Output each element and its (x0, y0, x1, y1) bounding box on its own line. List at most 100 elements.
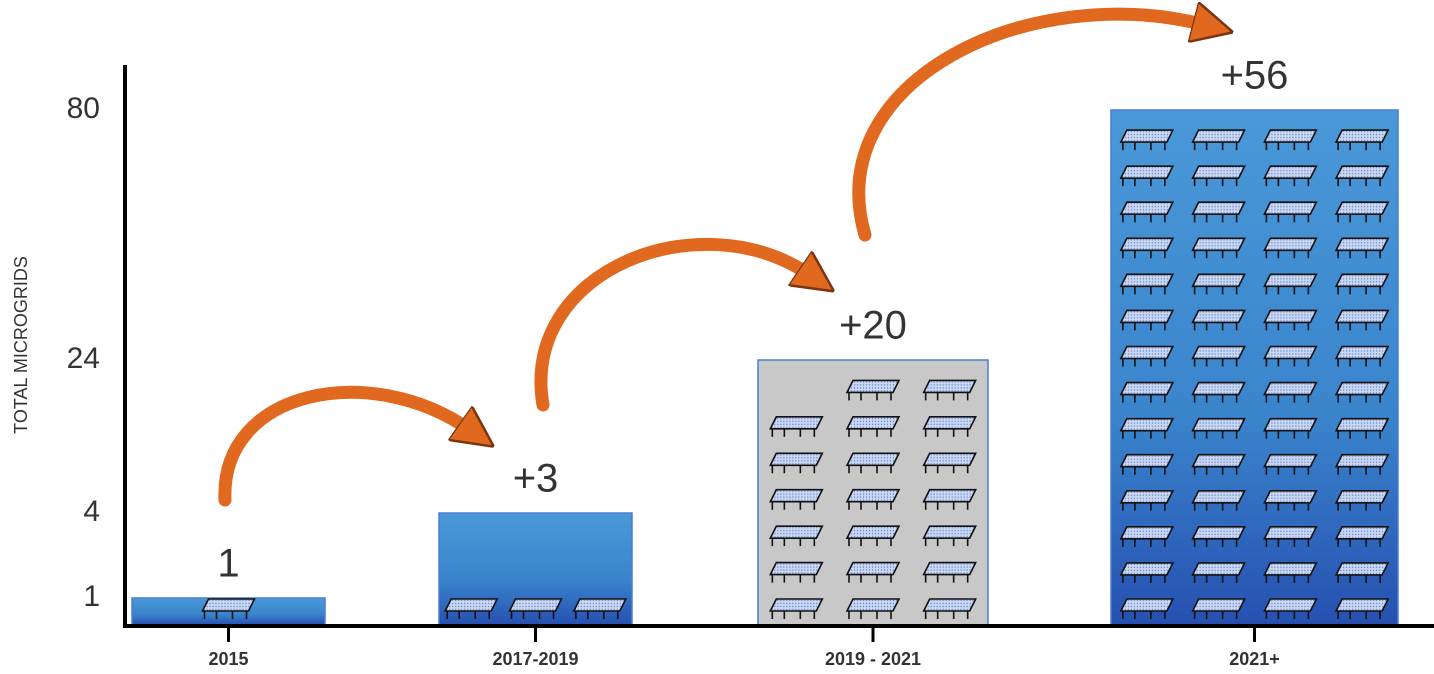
data-label: 1 (217, 542, 239, 586)
panel-icon (1119, 237, 1175, 259)
panel-icon (1119, 309, 1175, 331)
panel-icon (1119, 165, 1175, 187)
panel-icon (769, 452, 824, 474)
panel-icon (922, 525, 977, 547)
panel (1119, 453, 1175, 468)
panel-icon (1334, 453, 1390, 475)
panel-icon (1191, 309, 1246, 331)
panel-legs (1193, 611, 1238, 619)
panel (201, 598, 256, 612)
data-label: +20 (839, 304, 907, 348)
panel (845, 598, 901, 612)
panel-legs (1122, 214, 1166, 223)
panel (1119, 201, 1175, 216)
panel (1334, 417, 1390, 432)
panel (1191, 417, 1246, 432)
panel (1334, 489, 1390, 504)
panel-icon (1263, 237, 1318, 259)
panel (1119, 309, 1175, 324)
panel (845, 416, 901, 430)
panel-icon (572, 598, 628, 619)
panel-icon (1334, 273, 1390, 295)
panel-icon (1263, 417, 1318, 439)
panel-legs (1265, 250, 1310, 259)
panel-icon (1334, 562, 1390, 583)
panel-icon (845, 598, 901, 619)
panel-legs (1122, 466, 1166, 475)
panel-legs (446, 611, 490, 619)
panel-legs (924, 574, 969, 583)
data-label: +3 (513, 457, 559, 501)
panel-legs (575, 611, 619, 619)
panel-legs (1337, 430, 1381, 439)
panel-icon (1191, 345, 1246, 367)
panel (922, 452, 977, 467)
panel-legs (1265, 286, 1310, 295)
panel-legs (1193, 394, 1238, 403)
panel (769, 598, 824, 612)
panel-legs (1193, 178, 1238, 187)
panel-icon (769, 416, 824, 437)
panel-legs (1337, 502, 1381, 511)
panel (1191, 489, 1246, 504)
panel-icon (845, 561, 901, 583)
panel-icon (1119, 381, 1175, 403)
panel (922, 561, 977, 576)
panel-icon (1191, 129, 1246, 151)
panel-icon (443, 598, 499, 619)
panel-legs (1337, 394, 1381, 403)
panel-icon (1263, 345, 1318, 367)
panel-legs (1122, 502, 1166, 511)
panel-icon (1191, 165, 1246, 187)
panel (1263, 453, 1318, 468)
panel-legs (1337, 214, 1381, 223)
panel-icon (922, 488, 977, 510)
panel (845, 525, 901, 539)
panel (1191, 598, 1246, 612)
panel-legs (924, 392, 969, 401)
panel (1119, 237, 1175, 252)
panel (1119, 165, 1175, 179)
panel (769, 488, 824, 503)
panel-legs (1337, 142, 1381, 151)
x-tick-label: 2017-2019 (492, 649, 578, 669)
panel-icon (1334, 381, 1390, 403)
panel (1334, 309, 1390, 324)
x-tick-label: 2019 - 2021 (825, 649, 921, 669)
panel-icons (201, 598, 256, 619)
panel-icon (1191, 417, 1246, 439)
panel-icon (1263, 453, 1318, 475)
panel-legs (848, 574, 892, 583)
panel-legs (1193, 286, 1238, 295)
panel-legs (1122, 430, 1166, 439)
panel-legs (1265, 574, 1310, 583)
y-tick-label: 1 (83, 580, 100, 613)
panel (1191, 273, 1246, 288)
panel-icon (1191, 562, 1246, 583)
panel (769, 561, 824, 576)
panel (572, 598, 628, 612)
panel-legs (1265, 214, 1310, 223)
panel (1334, 129, 1390, 143)
panel (1191, 201, 1246, 216)
panel-icon (922, 561, 977, 583)
panel-icon (769, 598, 824, 619)
panel-legs (1265, 322, 1310, 331)
panel (845, 561, 901, 576)
panel-icon (1263, 489, 1318, 511)
panel (1263, 273, 1318, 288)
panel (1263, 129, 1318, 143)
panel-legs (1337, 466, 1381, 475)
panel (922, 416, 977, 430)
panel-icon (769, 525, 824, 547)
panel-legs (1122, 178, 1166, 187)
panel-icon (922, 416, 977, 437)
panel-icon (1334, 345, 1390, 367)
panel-legs (771, 611, 816, 619)
panel-icon (1191, 489, 1246, 511)
panel-icon (1119, 345, 1175, 367)
panel-icon (769, 488, 824, 510)
panel-icon (1334, 129, 1390, 151)
panel-icon (1119, 201, 1175, 223)
